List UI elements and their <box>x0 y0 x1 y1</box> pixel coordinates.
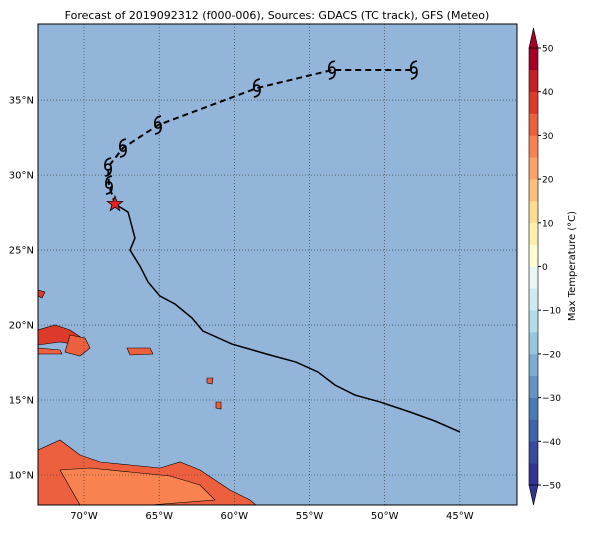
x-tick-label: 65°W <box>145 511 173 522</box>
past-track <box>114 203 461 433</box>
colorbar-band <box>529 397 538 420</box>
colorbar-tick-label: 30 <box>542 132 554 142</box>
colorbar-band <box>529 288 538 311</box>
colorbar-band <box>529 441 538 464</box>
y-tick-label: 25°N <box>9 246 34 257</box>
x-tick-label: 45°W <box>446 511 474 522</box>
colorbar-band <box>529 113 538 136</box>
x-tick-label: 50°W <box>371 511 399 522</box>
colorbar-tick-label: 0 <box>542 263 548 273</box>
colorbar-tick-label: −30 <box>542 394 561 404</box>
colorbar-band <box>529 222 538 245</box>
colorbar-band <box>529 157 538 180</box>
colorbar-band <box>529 179 538 202</box>
map-frame <box>37 23 518 506</box>
colorbar-tick-label: 50 <box>542 45 554 55</box>
colorbar-tick-label: −20 <box>542 350 561 360</box>
land <box>38 289 257 505</box>
colorbar-band <box>529 69 538 92</box>
colorbar-band <box>529 375 538 398</box>
colorbar-band <box>529 48 538 71</box>
colorbar-tick-label: 40 <box>542 88 554 98</box>
colorbar-tick-label: −10 <box>542 307 561 317</box>
x-tick-label: 60°W <box>221 511 249 522</box>
y-tick-label: 35°N <box>9 96 34 107</box>
colorbar-tick-label: 10 <box>542 219 554 229</box>
chart-title: Forecast of 2019092312 (f000-006), Sourc… <box>65 9 490 22</box>
colorbar-band <box>529 135 538 158</box>
colorbar-tick-label: −50 <box>542 482 561 492</box>
colorbar-band <box>529 266 538 289</box>
colorbar-extend-bottom <box>528 484 539 506</box>
colorbar-band <box>529 310 538 333</box>
colorbar-tick-label: 20 <box>542 176 554 186</box>
current-position <box>106 194 124 212</box>
colorbar-tick-label: −40 <box>542 438 561 448</box>
y-tick-label: 20°N <box>9 321 34 332</box>
colorbar-extend-top <box>528 27 539 49</box>
colorbar-label: Max Temperature (°C) <box>567 211 578 321</box>
colorbar-band <box>529 332 538 355</box>
colorbar-band <box>529 244 538 267</box>
ocean <box>38 24 517 505</box>
colorbar-band <box>529 419 538 442</box>
y-tick-label: 10°N <box>9 471 34 482</box>
colorbar-band <box>529 200 538 224</box>
y-tick-label: 15°N <box>9 396 34 407</box>
colorbar-band <box>529 463 538 486</box>
x-tick-label: 55°W <box>296 511 324 522</box>
x-tick-label: 70°W <box>70 511 98 522</box>
colorbar-band <box>529 91 538 114</box>
colorbar-band <box>529 353 538 377</box>
y-tick-label: 30°N <box>9 171 34 182</box>
